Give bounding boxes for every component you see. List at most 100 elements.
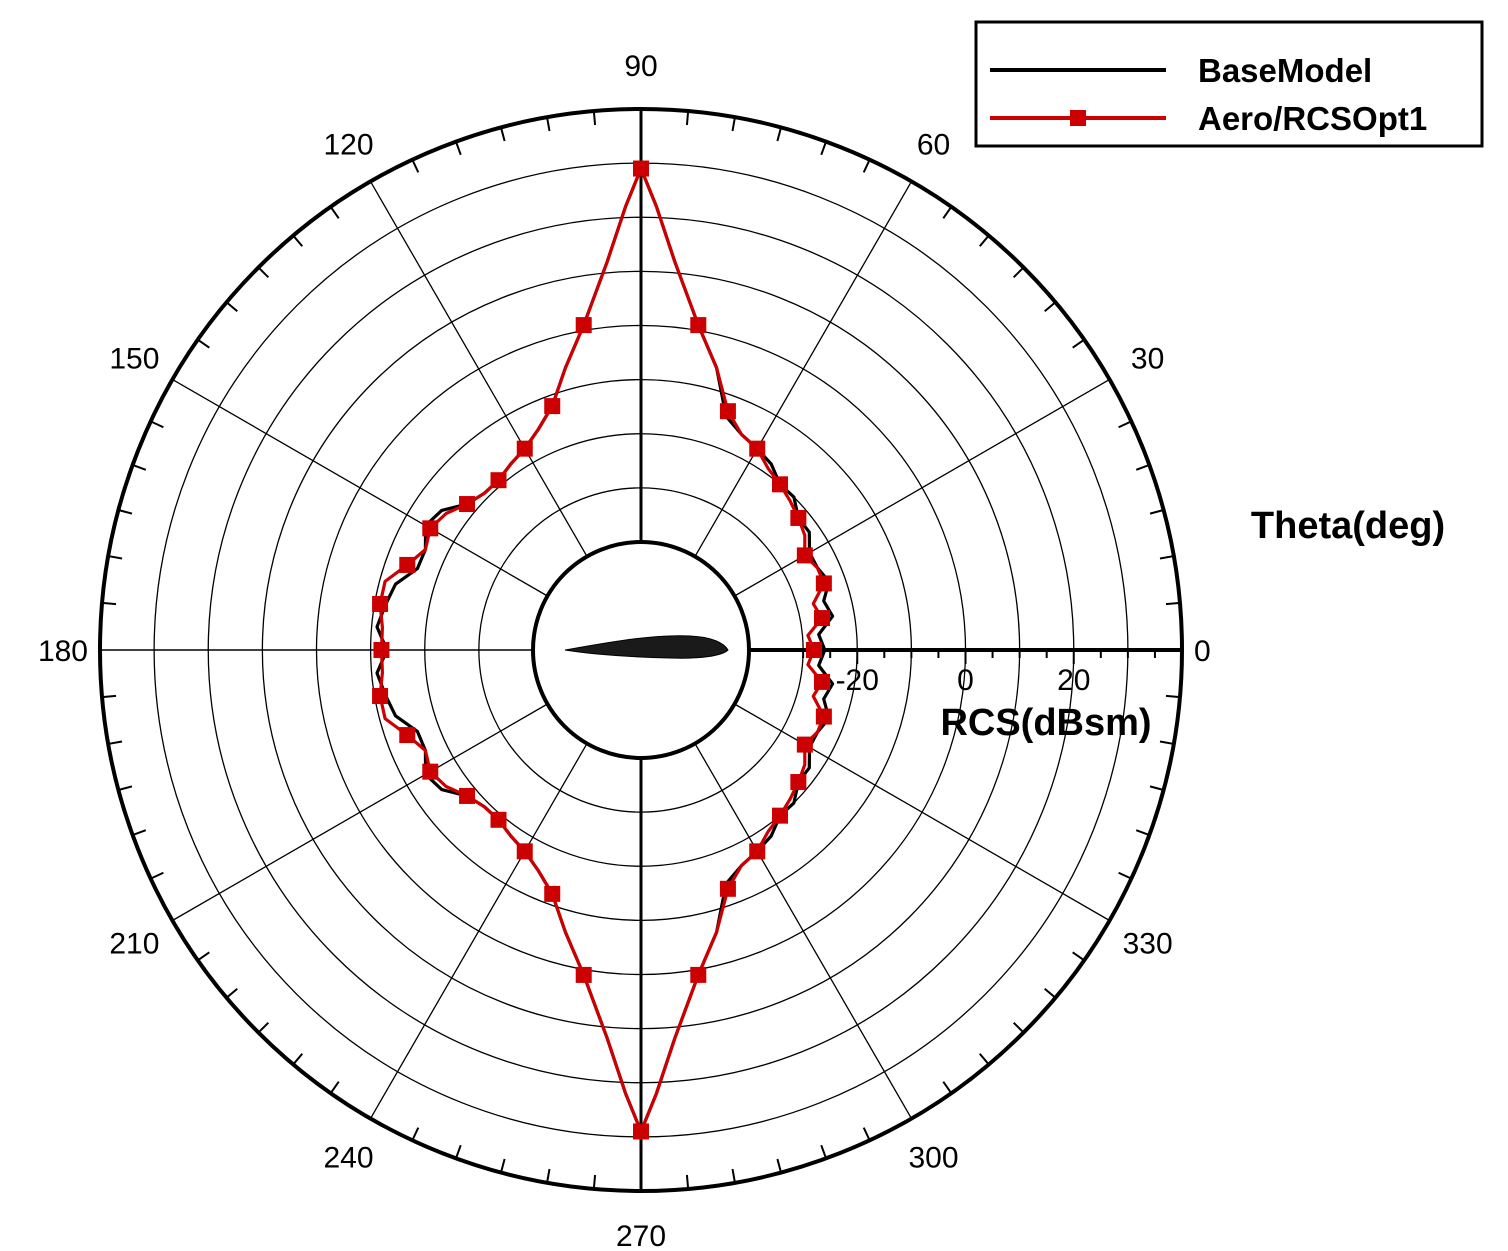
theta-tick-label: 210 [109, 928, 159, 961]
theta-tick-label: 90 [624, 50, 657, 83]
theta-tick-label: 180 [38, 635, 88, 668]
data-point-marker [544, 885, 561, 902]
theta-minor-tick [1135, 464, 1150, 471]
data-point-marker [372, 688, 389, 705]
theta-minor-tick [776, 1158, 782, 1173]
data-point-marker [516, 440, 533, 457]
theta-minor-tick [1012, 266, 1025, 279]
theta-minor-tick [257, 266, 270, 279]
data-point-marker [399, 727, 416, 744]
data-point-marker [772, 476, 789, 493]
legend: BaseModel Aero/RCSOpt1 [974, 20, 1484, 148]
theta-minor-tick [862, 1127, 871, 1141]
theta-tick-label: 300 [908, 1142, 958, 1175]
theta-minor-tick [132, 829, 147, 836]
data-point-marker [719, 880, 736, 897]
series-layer [372, 160, 835, 1140]
data-point-marker [399, 556, 416, 573]
grid-spoke [369, 743, 588, 1119]
theta-minor-tick [820, 141, 827, 156]
theta-minor-tick [592, 110, 597, 126]
theta-minor-tick [1072, 338, 1085, 349]
r-tick-label: 20 [1057, 664, 1090, 697]
theta-minor-tick [455, 1144, 462, 1159]
data-point-marker [490, 811, 507, 828]
data-point-marker [813, 673, 830, 690]
rcs-axis-title: RCS(dBsm) [940, 702, 1151, 744]
theta-minor-tick [411, 1127, 420, 1141]
data-point-marker [805, 642, 822, 658]
data-point-marker [719, 403, 736, 420]
theta-minor-tick [820, 1144, 827, 1159]
theta-minor-tick [978, 1053, 990, 1066]
theta-minor-tick [500, 127, 506, 142]
legend-box [974, 20, 1484, 148]
grid-spoke [694, 181, 913, 557]
theta-minor-tick [101, 601, 117, 606]
theta-minor-tick [1159, 555, 1174, 560]
legend-marker-aero-rcsopt1 [1070, 110, 1086, 126]
data-point-marker [796, 736, 813, 753]
theta-minor-tick [862, 159, 871, 173]
theta-minor-tick [329, 1081, 340, 1094]
theta-tick-label: 60 [917, 128, 950, 161]
theta-minor-tick [455, 141, 462, 156]
data-point-marker [575, 317, 592, 334]
theta-minor-tick [1118, 420, 1132, 429]
theta-minor-tick [1149, 785, 1164, 791]
theta-minor-tick [978, 234, 990, 247]
data-point-marker [790, 774, 807, 791]
data-point-marker [796, 547, 813, 564]
data-point-marker [815, 708, 832, 725]
theta-minor-tick [1118, 871, 1132, 880]
legend-label-basemodel: BaseModel [1198, 52, 1372, 89]
theta-minor-tick [731, 1168, 736, 1183]
data-point-marker [790, 509, 807, 526]
data-point-marker [633, 160, 649, 177]
airfoil-shape [564, 635, 729, 659]
data-point-marker [749, 440, 766, 457]
theta-minor-tick [942, 206, 953, 219]
airfoil-inset [531, 540, 751, 760]
data-point-marker [772, 807, 789, 824]
theta-minor-tick [108, 555, 123, 560]
data-point-marker [516, 843, 533, 860]
theta-minor-tick [197, 951, 210, 962]
data-point-marker [575, 966, 592, 983]
grid-spoke [369, 181, 588, 557]
theta-minor-tick [1135, 829, 1150, 836]
theta-minor-tick [546, 117, 551, 132]
theta-minor-tick [225, 987, 238, 999]
theta-minor-tick [1165, 601, 1181, 606]
data-point-marker [459, 787, 476, 804]
theta-minor-tick [197, 338, 210, 349]
theta-tick-label: 240 [323, 1142, 373, 1175]
grid-spoke [172, 378, 548, 597]
theta-minor-tick [685, 1174, 690, 1190]
grid-spoke [172, 703, 548, 922]
theta-minor-tick [1165, 694, 1181, 699]
data-point-marker [490, 472, 507, 489]
theta-minor-tick [411, 159, 420, 173]
data-point-marker [690, 317, 707, 334]
data-point-marker [815, 575, 832, 592]
theta-minor-tick [118, 509, 133, 515]
theta-minor-tick [150, 420, 164, 429]
theta-tick-label: 150 [109, 343, 159, 376]
grid-spoke [694, 743, 913, 1119]
data-point-marker [633, 1123, 649, 1140]
theta-minor-tick [1159, 740, 1174, 745]
theta-minor-tick [731, 117, 736, 132]
theta-minor-tick [292, 1053, 304, 1066]
r-tick-label: -20 [836, 664, 879, 697]
theta-minor-tick [592, 1174, 597, 1190]
theta-minor-tick [257, 1021, 270, 1034]
theta-minor-tick [292, 234, 304, 247]
theta-minor-tick [132, 464, 147, 471]
theta-minor-tick [1149, 509, 1164, 515]
axis-labels: Theta(deg) RCS(dBsm) [940, 505, 1445, 744]
theta-axis-title: Theta(deg) [1251, 505, 1445, 547]
theta-minor-tick [776, 127, 782, 142]
r-tick-label: 0 [957, 664, 974, 697]
